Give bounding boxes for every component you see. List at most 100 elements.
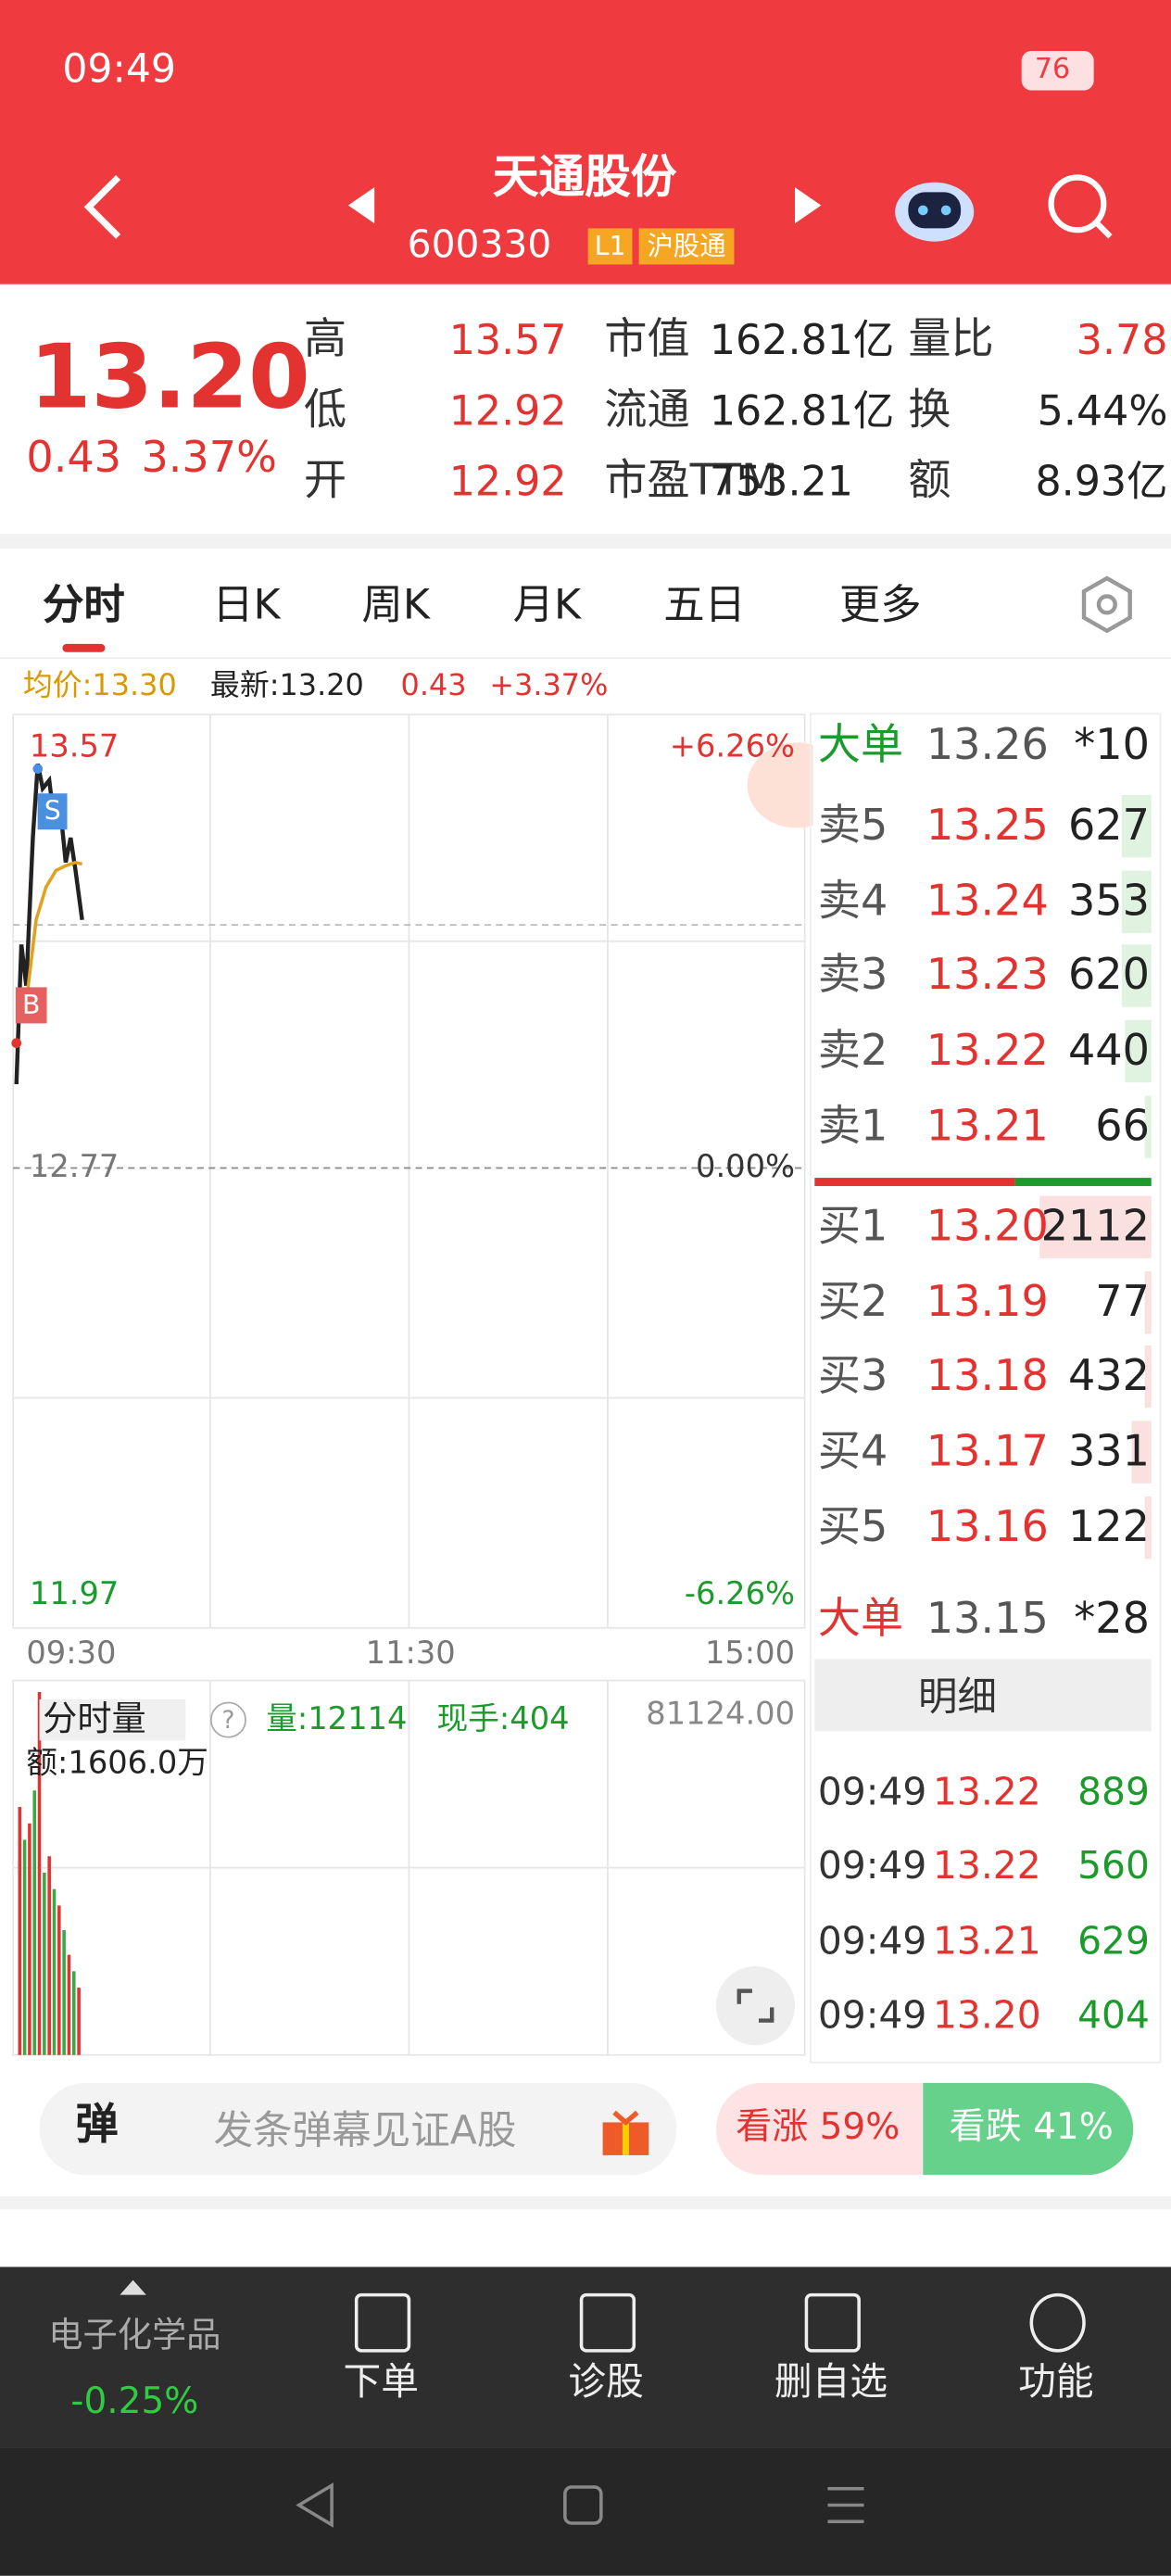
next-stock[interactable] [791, 184, 824, 227]
back-button[interactable] [79, 170, 128, 243]
barrage-input[interactable] [39, 2082, 677, 2176]
tab[interactable]: 周K [361, 580, 430, 629]
stat-label: 量比 [908, 315, 994, 365]
bear-label[interactable]: 看跌 41% [949, 2107, 1114, 2149]
change-pct: 3.37% [141, 434, 277, 484]
nav-label[interactable]: 功能 [1018, 2361, 1094, 2405]
book-volume: 620 [1067, 952, 1150, 1002]
trade-time: 09:49 [817, 1771, 927, 1815]
book-price: 13.19 [925, 1277, 1049, 1327]
tab[interactable]: 月K [512, 580, 582, 629]
bear-button[interactable] [923, 2082, 1134, 2176]
battery-level: 76 [1034, 53, 1071, 87]
nav-label[interactable]: 诊股 [568, 2361, 644, 2405]
sector-name[interactable]: 电子化学品 [48, 2315, 221, 2355]
sector-change[interactable]: -0.25% [70, 2381, 199, 2423]
book-volume: 66 [1095, 1102, 1150, 1152]
volume-selector[interactable]: 分时量 [39, 1698, 186, 1741]
trade-price: 13.22 [932, 1846, 1041, 1889]
avg-price: 均价:13.30 [22, 668, 177, 703]
volume-bar [1039, 1195, 1152, 1258]
system-buttons[interactable] [279, 2472, 903, 2538]
settings-icon[interactable] [1077, 575, 1137, 634]
book-label: 卖2 [817, 1027, 888, 1077]
stat-value: 5.44% [1037, 386, 1168, 435]
stat-label: 低 [303, 385, 347, 436]
book-volume: 432 [1067, 1352, 1150, 1402]
nav-icon[interactable] [804, 2292, 861, 2353]
book-label: 买2 [817, 1277, 888, 1327]
trade-price: 13.22 [932, 1771, 1041, 1815]
nav-label[interactable]: 下单 [343, 2361, 420, 2405]
stat-label: 开 [303, 456, 347, 507]
volume-bar [1125, 1020, 1152, 1083]
book-label: 大单 [817, 721, 904, 771]
book-price: 13.22 [925, 1027, 1049, 1077]
book-label: 买1 [817, 1202, 888, 1252]
detail-tab[interactable] [814, 1659, 1152, 1732]
info-change: 0.43 [400, 668, 467, 703]
info-change-pct: +3.37% [489, 668, 609, 703]
nav-label[interactable]: 删自选 [774, 2361, 888, 2405]
divider [0, 534, 1171, 549]
volume-bar [1121, 870, 1152, 933]
ask-strength [814, 1178, 1015, 1186]
trade-time: 09:49 [817, 1846, 927, 1889]
chart-low: 11.97 [29, 1575, 120, 1612]
volume-amount: 额:1606.0万 [26, 1745, 208, 1782]
bull-label[interactable]: 看涨 59% [736, 2107, 900, 2149]
stat-value: 12.92 [448, 386, 567, 435]
volume-bar [1121, 945, 1152, 1008]
book-volume: 440 [1067, 1027, 1150, 1077]
nav-icon[interactable] [579, 2292, 636, 2353]
tab[interactable]: 五日 [663, 580, 746, 629]
volume-bar [1144, 1496, 1152, 1559]
expand-arrow[interactable] [119, 2277, 148, 2296]
search-icon[interactable] [1044, 170, 1116, 243]
book-price: 13.25 [925, 802, 1049, 852]
book-label: 卖5 [817, 802, 888, 852]
bid-strength [1014, 1178, 1152, 1186]
tab[interactable]: 更多 [838, 580, 922, 629]
order-book [809, 713, 1162, 2064]
volume-hand: 现手:404 [436, 1700, 570, 1737]
stat-value: 8.93亿 [1035, 457, 1168, 506]
nav-icon[interactable] [354, 2292, 411, 2353]
bull-button[interactable] [715, 2082, 926, 2176]
book-volume: 122 [1067, 1502, 1150, 1552]
stat-value: 753.21 [709, 457, 853, 506]
barrage-placeholder[interactable]: 发条弹幕见证A股 [213, 2107, 517, 2154]
chart-low-pct: -6.26% [684, 1575, 796, 1612]
gift-icon[interactable] [598, 2106, 653, 2159]
header [0, 0, 1171, 284]
tag: 沪股通 [638, 228, 735, 265]
tab[interactable]: 日K [212, 580, 281, 629]
time-label: 11:30 [365, 1635, 456, 1672]
sell-marker: S [37, 793, 68, 830]
book-price: 13.20 [925, 1202, 1049, 1252]
book-volume: 2112 [1040, 1202, 1150, 1252]
stat-label: 市盈TTM [604, 456, 778, 507]
detail-label[interactable]: 明细 [917, 1673, 998, 1721]
book-label: 大单 [817, 1595, 904, 1645]
trade-time: 09:49 [817, 1920, 927, 1964]
robot-icon[interactable] [892, 170, 977, 248]
chart-base-pct: 0.00% [696, 1149, 796, 1186]
help-icon[interactable]: ? [209, 1701, 246, 1738]
prev-stock[interactable] [345, 184, 377, 227]
book-price: 13.21 [925, 1102, 1049, 1152]
tab[interactable]: 分时 [43, 580, 125, 629]
stat-value: 3.78 [1076, 316, 1168, 364]
stat-value: 13.57 [448, 316, 567, 364]
stat-label: 高 [303, 315, 347, 365]
book-volume: 77 [1095, 1277, 1150, 1327]
stat-value: 12.92 [448, 457, 567, 506]
stat-label: 换 [908, 385, 951, 436]
nav-icon[interactable] [1029, 2292, 1086, 2353]
barrage-icon[interactable]: 弹 [75, 2101, 119, 2151]
trade-volume: 629 [1077, 1920, 1150, 1964]
book-price: 13.15 [925, 1595, 1049, 1645]
book-price: 13.24 [925, 877, 1049, 927]
trade-price: 13.20 [932, 1994, 1041, 2038]
